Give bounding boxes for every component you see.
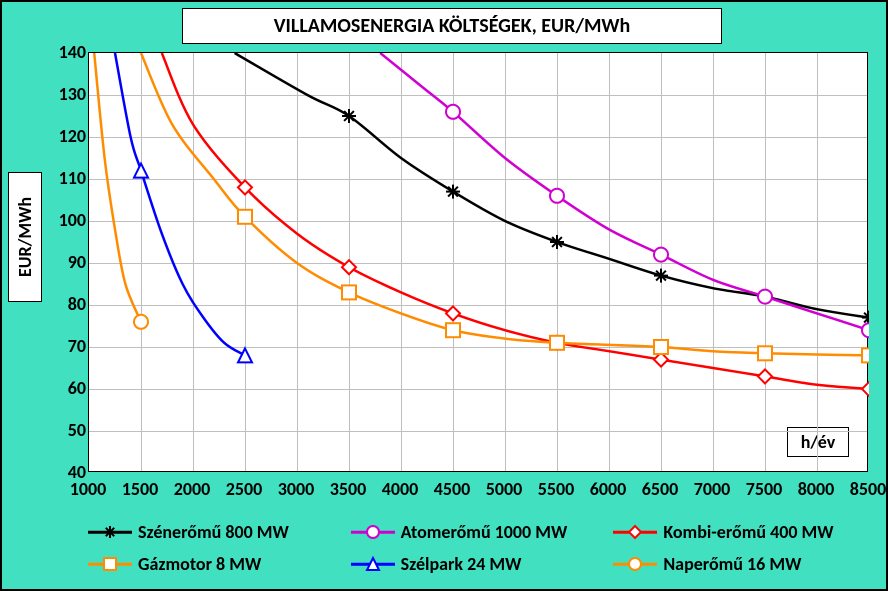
x-tick: 4000 bbox=[382, 478, 419, 500]
legend-item: Gázmotor 8 MW bbox=[88, 553, 341, 575]
series-marker bbox=[134, 315, 148, 329]
y-tick: 120 bbox=[46, 125, 86, 147]
y-axis-label-box: EUR/MWh bbox=[8, 172, 42, 302]
legend-swatch bbox=[88, 522, 132, 542]
legend-label: Gázmotor 8 MW bbox=[138, 553, 261, 575]
x-tick: 2000 bbox=[174, 478, 211, 500]
series-marker bbox=[134, 164, 148, 178]
legend-item: Szélpark 24 MW bbox=[351, 553, 604, 575]
y-axis-label: EUR/MWh bbox=[14, 197, 36, 277]
legend-item: Kombi-erőmű 400 MW bbox=[613, 521, 866, 543]
x-tick: 3500 bbox=[330, 478, 367, 500]
legend-item: Szénerőmű 800 MW bbox=[88, 521, 341, 543]
series-marker bbox=[446, 323, 460, 337]
y-tick: 110 bbox=[46, 167, 86, 189]
chart-title-box: VILLAMOSENERGIA KÖLTSÉGEK, EUR/MWh bbox=[182, 8, 722, 44]
x-tick: 7500 bbox=[746, 478, 783, 500]
x-tick: 1000 bbox=[70, 478, 107, 500]
x-tick: 1500 bbox=[122, 478, 159, 500]
series-marker bbox=[758, 346, 772, 360]
legend-swatch bbox=[613, 554, 657, 574]
series-line bbox=[235, 53, 869, 318]
series-marker bbox=[238, 348, 252, 362]
legend-label: Szénerőmű 800 MW bbox=[138, 521, 289, 543]
series-marker bbox=[446, 306, 460, 320]
legend-item: Naperőmű 16 MW bbox=[613, 553, 866, 575]
series-marker bbox=[654, 269, 668, 283]
legend: Szénerőmű 800 MW Atomerőmű 1000 MW Kombi-e… bbox=[88, 517, 866, 579]
y-tick: 100 bbox=[46, 209, 86, 231]
legend-swatch bbox=[613, 522, 657, 542]
legend-label: Szélpark 24 MW bbox=[401, 553, 522, 575]
x-tick: 5000 bbox=[486, 478, 523, 500]
series-line bbox=[141, 53, 869, 355]
legend-label: Kombi-erőmű 400 MW bbox=[663, 521, 833, 543]
series-marker bbox=[550, 235, 564, 249]
series-marker bbox=[446, 185, 460, 199]
x-tick: 6500 bbox=[642, 478, 679, 500]
x-tick: 7000 bbox=[694, 478, 731, 500]
x-tick: 8500 bbox=[850, 478, 887, 500]
series-marker bbox=[550, 189, 564, 203]
x-tick: 2500 bbox=[226, 478, 263, 500]
legend-item: Atomerőmű 1000 MW bbox=[351, 521, 604, 543]
legend-swatch bbox=[88, 554, 132, 574]
y-tick: 70 bbox=[46, 335, 86, 357]
series-marker bbox=[342, 109, 356, 123]
series-marker bbox=[342, 260, 356, 274]
series-marker bbox=[238, 210, 252, 224]
x-tick: 3000 bbox=[278, 478, 315, 500]
series-marker bbox=[654, 340, 668, 354]
y-tick: 50 bbox=[46, 419, 86, 441]
series-marker bbox=[758, 290, 772, 304]
x-tick: 5500 bbox=[538, 478, 575, 500]
series-marker bbox=[758, 369, 772, 383]
legend-swatch bbox=[351, 522, 395, 542]
y-tick: 90 bbox=[46, 251, 86, 273]
y-tick: 140 bbox=[46, 41, 86, 63]
series-marker bbox=[446, 105, 460, 119]
series-marker bbox=[862, 323, 869, 337]
y-tick: 60 bbox=[46, 377, 86, 399]
legend-label: Atomerőmű 1000 MW bbox=[401, 521, 568, 543]
series-marker bbox=[550, 336, 564, 350]
series-line bbox=[94, 53, 141, 322]
legend-swatch bbox=[351, 554, 395, 574]
x-tick: 4500 bbox=[434, 478, 471, 500]
chart-svg bbox=[89, 53, 869, 473]
chart-title: VILLAMOSENERGIA KÖLTSÉGEK, EUR/MWh bbox=[274, 14, 631, 38]
chart-container: VILLAMOSENERGIA KÖLTSÉGEK, EUR/MWh EUR/M… bbox=[0, 0, 888, 591]
series-marker bbox=[862, 382, 869, 396]
y-tick: 130 bbox=[46, 83, 86, 105]
legend-label: Naperőmű 16 MW bbox=[663, 553, 801, 575]
x-tick: 8000 bbox=[798, 478, 835, 500]
y-tick: 80 bbox=[46, 293, 86, 315]
x-tick: 6000 bbox=[590, 478, 627, 500]
series-marker bbox=[654, 248, 668, 262]
series-marker bbox=[862, 348, 869, 362]
plot-area: h/év bbox=[88, 52, 868, 472]
series-marker bbox=[342, 285, 356, 299]
